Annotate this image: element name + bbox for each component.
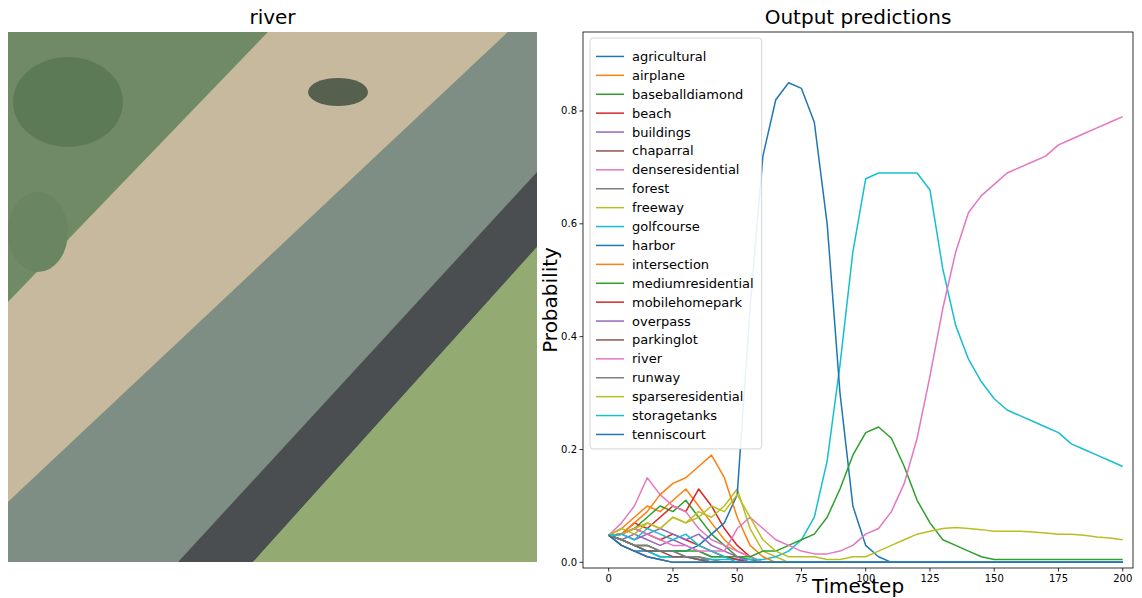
- x-tick: [1058, 568, 1059, 572]
- legend-label: airplane: [632, 68, 685, 83]
- chart-title: Output predictions: [765, 5, 952, 29]
- y-axis-title: Probability: [538, 247, 562, 353]
- legend-label: harbor: [632, 238, 676, 253]
- legend-swatch: [596, 94, 624, 96]
- plot-area: [583, 32, 1133, 568]
- legend-swatch: [596, 301, 624, 303]
- legend-label: agricultural: [632, 49, 706, 64]
- series-line: [609, 83, 1123, 563]
- legend-box: [590, 38, 762, 449]
- tree-blob: [8, 192, 68, 272]
- legend-swatch: [596, 245, 624, 247]
- series-line: [609, 500, 1123, 562]
- legend-swatch: [596, 377, 624, 379]
- legend-label: mobilehomepark: [632, 295, 743, 310]
- x-tick: [737, 568, 738, 572]
- legend-swatch: [596, 358, 624, 360]
- river-water: [8, 32, 537, 562]
- legend-label: mediumresidential: [632, 276, 754, 291]
- grass: [253, 247, 537, 562]
- legend-swatch: [596, 264, 624, 266]
- legend-label: freeway: [632, 200, 684, 215]
- y-tick-label: 0.6: [561, 218, 577, 229]
- legend-swatch: [596, 226, 624, 228]
- y-tick: [580, 223, 584, 224]
- plot-frame: [583, 32, 1133, 568]
- legend-swatch: [596, 415, 624, 417]
- series-line: [609, 535, 1123, 562]
- x-tick-label: 0: [606, 573, 612, 584]
- legend-swatch: [596, 150, 624, 152]
- y-tick: [580, 336, 584, 337]
- series-line: [609, 495, 1123, 560]
- legend-swatch: [596, 396, 624, 398]
- legend-swatch: [596, 131, 624, 133]
- x-tick: [1122, 568, 1123, 572]
- legend-swatch: [596, 75, 624, 77]
- x-tick: [865, 568, 866, 572]
- x-axis-title: Timestep: [811, 574, 904, 598]
- legend-label: forest: [632, 181, 669, 196]
- legend-label: overpass: [632, 314, 691, 329]
- x-tick-label: 150: [985, 573, 1004, 584]
- figure: river02550751001251501752000.00.20.40.60…: [0, 0, 1142, 598]
- legend-label: baseballdiamond: [632, 87, 743, 102]
- x-tick-label: 75: [795, 573, 808, 584]
- legend-swatch: [596, 339, 624, 341]
- y-tick-label: 0.8: [561, 105, 577, 116]
- x-tick: [672, 568, 673, 572]
- legend-swatch: [596, 169, 624, 171]
- legend-label: sparseresidential: [632, 389, 743, 404]
- tree-blob: [13, 57, 123, 147]
- series-line: [609, 478, 1123, 563]
- x-tick-label: 200: [1113, 573, 1132, 584]
- y-tick-label: 0.2: [561, 444, 577, 455]
- x-tick-label: 50: [731, 573, 744, 584]
- x-tick-label: 125: [920, 573, 939, 584]
- legend-swatch: [596, 56, 624, 58]
- legend-label: golfcourse: [632, 219, 700, 234]
- legend-label: chaparral: [632, 143, 694, 158]
- photo-ground: [8, 32, 537, 562]
- legend-label: storagetanks: [632, 408, 717, 423]
- background: [0, 0, 1142, 598]
- y-tick: [580, 110, 584, 111]
- legend-label: parkinglot: [632, 332, 698, 347]
- legend-label: runway: [632, 370, 680, 385]
- x-tick: [801, 568, 802, 572]
- legend: agricultural airplane baseballdiamond beach…: [590, 38, 762, 449]
- legend-label: denseresidential: [632, 162, 739, 177]
- x-tick-label: 175: [1049, 573, 1068, 584]
- legend-label: intersection: [632, 257, 709, 272]
- legend-swatch: [596, 283, 624, 285]
- legend-swatch: [596, 434, 624, 436]
- legend-swatch: [596, 320, 624, 322]
- series-line: [609, 535, 1123, 562]
- y-tick: [580, 562, 584, 563]
- shrub: [308, 78, 368, 106]
- dark-bank: [178, 172, 537, 562]
- x-tick: [608, 568, 609, 572]
- y-tick: [580, 449, 584, 450]
- photo-title: river: [249, 5, 296, 29]
- series-line: [609, 455, 1123, 562]
- legend-swatch: [596, 112, 624, 114]
- x-tick: [994, 568, 995, 572]
- legend-label: beach: [632, 106, 672, 121]
- y-tick-label: 0.0: [561, 557, 577, 568]
- lines: [609, 83, 1123, 563]
- series-line: [609, 529, 1123, 563]
- legend-label: tenniscourt: [632, 427, 706, 442]
- x-tick-label: 25: [667, 573, 680, 584]
- x-tick: [929, 568, 930, 572]
- y-tick-label: 0.4: [561, 331, 577, 342]
- series-line: [609, 535, 1123, 562]
- legend-label: river: [632, 351, 663, 366]
- legend-label: buildings: [632, 125, 691, 140]
- legend-swatch: [596, 207, 624, 209]
- legend-swatch: [596, 188, 624, 190]
- series-line: [609, 534, 1123, 562]
- photo: [8, 32, 537, 562]
